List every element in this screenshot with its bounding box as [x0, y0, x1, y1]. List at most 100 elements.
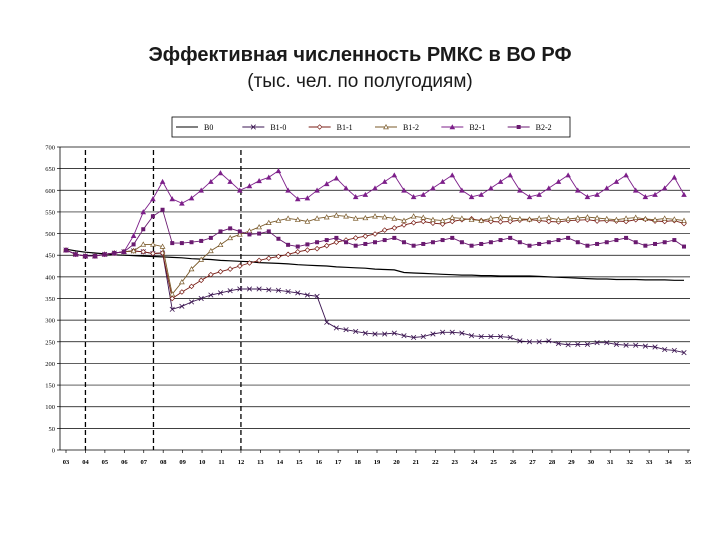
- legend: B0 B1-0 B1-1 B1-2 B2-1 B2-2: [176, 123, 552, 132]
- data-point: [672, 238, 677, 243]
- data-point: [469, 243, 474, 248]
- data-point: [566, 235, 571, 240]
- data-point: [102, 252, 107, 257]
- data-point: [682, 244, 686, 249]
- legend-item: B1-2: [375, 123, 419, 132]
- data-point: [449, 329, 455, 335]
- data-point: [633, 240, 638, 245]
- x-tick-label: 11: [218, 459, 224, 466]
- data-point: [372, 185, 378, 191]
- data-point: [613, 178, 620, 184]
- data-point: [294, 248, 301, 255]
- data-point: [179, 289, 185, 295]
- data-point: [555, 216, 562, 222]
- data-point: [131, 242, 136, 247]
- data-point: [275, 287, 282, 293]
- data-point: [227, 266, 233, 272]
- data-point: [410, 193, 417, 200]
- data-point: [150, 241, 156, 247]
- data-point: [497, 219, 504, 225]
- data-point: [286, 242, 291, 247]
- data-point: [459, 240, 464, 245]
- data-point: [479, 241, 484, 246]
- data-point: [333, 175, 340, 181]
- data-point: [478, 191, 485, 197]
- y-tick-label: 500: [45, 231, 55, 238]
- data-point: [276, 236, 281, 241]
- data-point: [623, 218, 629, 225]
- data-point: [304, 195, 311, 201]
- data-point: [661, 215, 668, 221]
- data-point: [681, 350, 687, 356]
- x-tick-label: 14: [277, 459, 284, 466]
- data-point: [594, 214, 600, 221]
- data-point: [614, 238, 619, 243]
- y-tick-label: 600: [45, 188, 55, 195]
- data-point: [112, 251, 117, 256]
- data-point: [507, 218, 513, 225]
- data-point: [323, 242, 330, 249]
- data-point: [295, 290, 301, 296]
- data-point: [227, 178, 233, 184]
- data-point: [73, 252, 78, 257]
- legend-label: B1-2: [403, 123, 419, 132]
- data-point: [516, 215, 523, 222]
- data-point: [488, 218, 494, 225]
- data-point: [420, 334, 426, 340]
- data-point: [517, 187, 523, 193]
- data-point: [449, 124, 456, 130]
- data-point: [574, 214, 581, 221]
- data-point: [294, 216, 301, 222]
- data-point: [362, 233, 369, 239]
- data-point: [449, 218, 456, 225]
- data-point: [508, 235, 513, 240]
- data-point: [188, 283, 195, 290]
- series-b1-1: [63, 216, 687, 302]
- data-point: [160, 207, 165, 212]
- data-point: [410, 219, 417, 226]
- data-point: [459, 215, 465, 221]
- data-point: [353, 243, 358, 248]
- data-point: [565, 172, 571, 178]
- data-point: [497, 334, 504, 340]
- x-tick-label: 06: [121, 459, 128, 466]
- legend-item: B0: [176, 123, 213, 132]
- data-point: [653, 241, 658, 246]
- data-point: [285, 215, 291, 221]
- data-point: [439, 178, 446, 184]
- data-point: [353, 328, 359, 334]
- data-point: [584, 214, 591, 220]
- data-point: [373, 240, 377, 245]
- data-point: [198, 295, 204, 302]
- data-point: [623, 342, 629, 348]
- data-point: [188, 299, 195, 305]
- series-b2-1: [63, 168, 687, 259]
- data-point: [671, 347, 677, 354]
- data-point: [140, 248, 147, 255]
- y-tick-label: 700: [45, 145, 55, 152]
- data-point: [382, 238, 387, 243]
- data-point: [487, 215, 494, 221]
- data-point: [304, 218, 311, 224]
- data-point: [575, 341, 581, 347]
- data-point: [613, 341, 619, 347]
- data-point: [421, 241, 426, 246]
- data-point: [324, 319, 330, 325]
- data-point: [314, 293, 320, 299]
- data-point: [265, 219, 272, 225]
- data-point: [383, 123, 389, 130]
- data-point: [468, 216, 475, 222]
- data-point: [401, 187, 407, 193]
- data-point: [575, 240, 580, 245]
- data-point: [265, 174, 272, 180]
- data-point: [227, 234, 234, 241]
- data-point: [275, 168, 282, 174]
- chart-subtitle: (тыс. чел. по полугодиям): [247, 71, 473, 92]
- data-point: [594, 340, 600, 346]
- data-point: [449, 214, 456, 220]
- data-point: [372, 331, 378, 337]
- data-point: [188, 195, 195, 201]
- series-line: [65, 214, 685, 296]
- data-point: [440, 329, 446, 335]
- data-point: [681, 217, 687, 223]
